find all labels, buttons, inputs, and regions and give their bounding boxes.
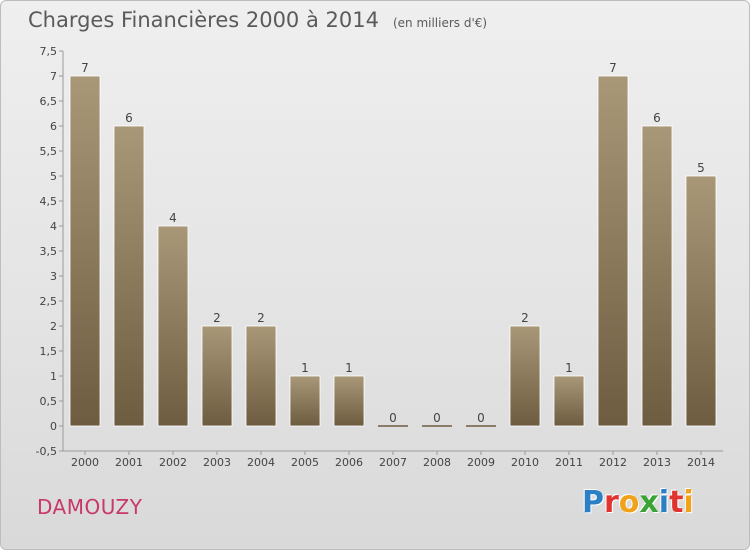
value-label: 2 (521, 311, 529, 325)
y-tick-label: -0,5 (36, 445, 57, 458)
bar (333, 375, 365, 427)
bar (597, 75, 629, 427)
y-tick-label: 6 (50, 120, 57, 133)
bar (201, 325, 233, 427)
x-tick-label: 2011 (555, 456, 583, 469)
logo-letter: i (683, 485, 694, 520)
value-label: 5 (697, 161, 705, 175)
x-tick-label: 2008 (423, 456, 451, 469)
x-tick-label: 2005 (291, 456, 319, 469)
bar (685, 175, 717, 427)
y-tick-label: 1,5 (40, 345, 58, 358)
logo-letter: P (582, 485, 604, 520)
logo-letter: o (618, 485, 640, 520)
chart-subtitle: (en milliers d'€) (392, 16, 488, 30)
logo-letter: x (639, 485, 659, 520)
x-tick-label: 2010 (511, 456, 539, 469)
x-tick-label: 2007 (379, 456, 407, 469)
y-tick-label: 2 (50, 320, 57, 333)
logo-letter: t (669, 485, 684, 520)
value-label: 1 (345, 361, 353, 375)
y-tick-label: 0,5 (40, 395, 58, 408)
y-tick-label: 7,5 (40, 45, 58, 58)
y-tick-label: 0 (50, 420, 57, 433)
y-tick-label: 1 (50, 370, 57, 383)
bar (157, 225, 189, 427)
value-label: 2 (257, 311, 265, 325)
x-tick-label: 2009 (467, 456, 495, 469)
y-tick-label: 4 (50, 220, 57, 233)
y-tick-label: 6,5 (40, 95, 58, 108)
y-tick-label: 4,5 (40, 195, 58, 208)
bar (553, 375, 585, 427)
x-tick-label: 2000 (71, 456, 99, 469)
x-tick-label: 2014 (687, 456, 715, 469)
x-tick-label: 2006 (335, 456, 363, 469)
y-tick-label: 2,5 (40, 295, 58, 308)
value-label: 0 (389, 411, 397, 425)
x-tick-label: 2012 (599, 456, 627, 469)
chart-title: Charges Financières 2000 à 2014 (en milli… (28, 8, 487, 32)
x-tick-label: 2003 (203, 456, 231, 469)
value-label: 0 (477, 411, 485, 425)
value-label: 6 (125, 111, 133, 125)
value-label: 1 (565, 361, 573, 375)
bar (245, 325, 277, 427)
value-label: 6 (653, 111, 661, 125)
x-tick-label: 2002 (159, 456, 187, 469)
value-label: 2 (213, 311, 221, 325)
value-label: 4 (169, 211, 177, 225)
y-tick-label: 3 (50, 270, 57, 283)
x-tick-label: 2013 (643, 456, 671, 469)
bar (113, 125, 145, 427)
bar (641, 125, 673, 427)
y-tick-label: 7 (50, 70, 57, 83)
value-label: 7 (609, 61, 617, 75)
bar (509, 325, 541, 427)
title-text: Charges Financières 2000 à 2014 (28, 8, 379, 32)
y-tick-label: 5,5 (40, 145, 58, 158)
proxiti-logo: Proxiti (582, 485, 694, 520)
x-tick-label: 2004 (247, 456, 275, 469)
y-tick-label: 5 (50, 170, 57, 183)
value-label: 7 (81, 61, 89, 75)
bar (289, 375, 321, 427)
bar (69, 75, 101, 427)
logo-letter: i (658, 485, 670, 520)
logo-letter: r (604, 485, 619, 520)
y-tick-label: 3,5 (40, 245, 58, 258)
x-tick-label: 2001 (115, 456, 143, 469)
value-label: 0 (433, 411, 441, 425)
value-label: 1 (301, 361, 309, 375)
commune-name: DAMOUZY (37, 495, 143, 519)
